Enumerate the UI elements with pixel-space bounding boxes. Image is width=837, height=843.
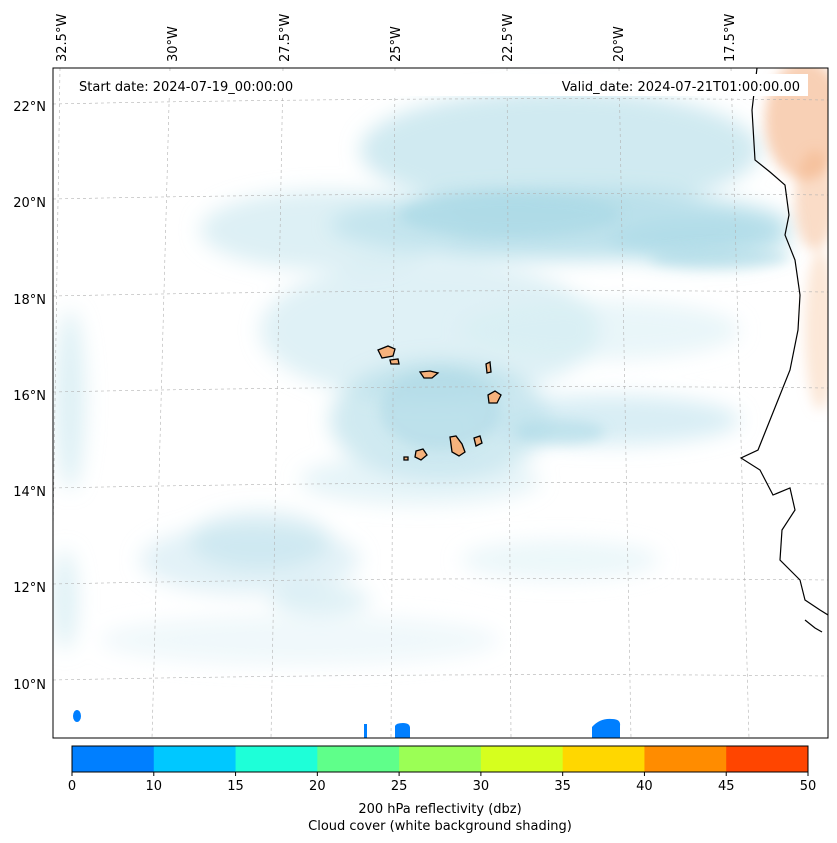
gridlines	[53, 68, 828, 738]
latitude-labels: 22°N 20°N 18°N 16°N 14°N 12°N 10°N	[13, 100, 46, 693]
lat-label: 16°N	[13, 389, 46, 404]
colorbar-segment	[726, 746, 809, 772]
lon-label: 17.5°W	[723, 14, 738, 62]
colorbar-segment	[153, 746, 237, 772]
island-fogo	[414, 448, 428, 461]
colorbar-tick-label: 30	[473, 779, 490, 794]
longitude-labels: 32.5°W 30°W 27.5°W 25°W 22.5°W 20°W 17.5…	[55, 14, 738, 62]
colorbar-tick-label: 45	[718, 779, 735, 794]
cloud-cover-core	[380, 193, 790, 450]
island-maio	[473, 435, 483, 447]
island-santo-antao	[377, 345, 396, 359]
start-date-label: Start date: 2024-07-19_00:00:00	[79, 80, 293, 95]
colorbar-tick-label: 35	[554, 779, 571, 794]
colorbar-segment	[235, 746, 318, 772]
island-boa-vista	[487, 390, 502, 404]
colorbar-tick-label: 10	[146, 779, 163, 794]
header-band	[70, 74, 808, 96]
colorbar-tick-label: 40	[636, 779, 653, 794]
lat-label: 18°N	[13, 293, 46, 308]
plot-frame	[52, 67, 829, 739]
colorbar-segment	[480, 746, 564, 772]
lon-label: 22.5°W	[501, 14, 516, 62]
island-santiago	[449, 435, 466, 457]
colorbar-segment	[562, 746, 645, 772]
lat-label: 20°N	[13, 196, 46, 211]
lat-label: 22°N	[13, 100, 46, 115]
lat-label: 10°N	[13, 678, 46, 693]
colorbar-segment	[72, 746, 155, 772]
colorbar: 0 10 15 20 25 30 35 40 45 50	[68, 745, 817, 794]
colorbar-sublabel: Cloud cover (white background shading)	[308, 819, 572, 834]
coastline	[739, 68, 828, 633]
reflectivity-cells	[73, 710, 621, 738]
valid-date-label: Valid_date: 2024-07-21T01:00:00.00	[562, 80, 800, 95]
colorbar-tick-label: 20	[309, 779, 326, 794]
colorbar-tick-label: 25	[391, 779, 408, 794]
map-plot-area	[53, 68, 828, 738]
colorbar-tick-label: 50	[800, 779, 817, 794]
island-sal	[485, 360, 492, 374]
colorbar-frame	[71, 745, 809, 773]
colorbar-segment	[317, 746, 400, 772]
lon-label: 30°W	[166, 26, 181, 62]
colorbar-tick-label: 0	[68, 779, 76, 794]
lon-label: 20°W	[612, 26, 627, 62]
island-sao-nicolau	[418, 370, 440, 379]
lat-label: 14°N	[13, 485, 46, 500]
lon-label: 25°W	[389, 26, 404, 62]
lon-label: 27.5°W	[278, 14, 293, 62]
lon-label: 32.5°W	[55, 14, 70, 62]
lat-label: 12°N	[13, 581, 46, 596]
colorbar-label: 200 hPa reflectivity (dbz)	[358, 802, 521, 817]
colorbar-tick-label: 15	[227, 779, 244, 794]
cape-verde-islands	[377, 345, 502, 461]
colorbar-segment	[399, 746, 482, 772]
island-brava	[403, 456, 409, 461]
colorbar-segment	[644, 746, 727, 772]
island-sao-vicente	[389, 358, 400, 365]
